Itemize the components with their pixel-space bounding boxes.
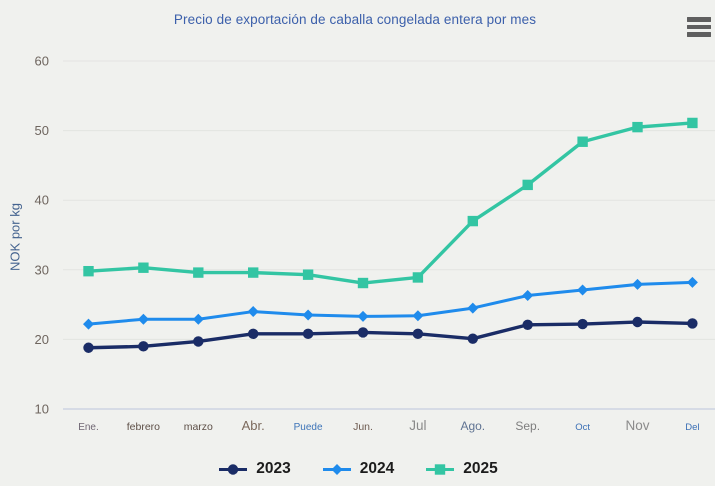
svg-text:Ene.: Ene.	[78, 422, 99, 433]
legend-label-2024: 2024	[359, 460, 395, 477]
legend-label-2023: 2023	[256, 460, 291, 477]
svg-text:Del: Del	[685, 422, 699, 433]
svg-text:marzo: marzo	[184, 421, 213, 433]
legend-label-2025: 2025	[463, 460, 498, 477]
svg-text:febrero: febrero	[127, 421, 160, 433]
svg-text:10: 10	[35, 402, 49, 417]
legend-item-2023[interactable]: 2023	[217, 460, 291, 478]
chart-title: Precio de exportación de caballa congela…	[173, 12, 537, 27]
svg-text:60: 60	[35, 54, 49, 69]
svg-text:Jul: Jul	[409, 418, 426, 433]
hamburger-menu-button[interactable]	[686, 15, 712, 39]
svg-text:Nov: Nov	[625, 418, 649, 433]
svg-text:30: 30	[35, 262, 49, 277]
svg-text:Abr.: Abr.	[242, 418, 265, 433]
legend-marker-square-icon	[426, 463, 455, 475]
svg-text:40: 40	[35, 193, 49, 208]
legend-item-2024[interactable]: 2024	[321, 460, 394, 478]
plot-area[interactable]: 10 20 30 40 50 60 Ene. febrero marzo Abr. Puede Jun…	[0, 0, 715, 448]
svg-text:20: 20	[35, 332, 49, 347]
svg-text:Puede: Puede	[294, 422, 323, 433]
legend-marker-circle-icon	[219, 463, 248, 475]
svg-text:Jun.: Jun.	[353, 421, 373, 433]
svg-text:Oct: Oct	[575, 422, 590, 433]
svg-text:50: 50	[35, 123, 49, 138]
legend-marker-diamond-icon	[322, 463, 351, 475]
legend: 2023 2024 2025	[0, 457, 715, 481]
hamburger-menu-icon	[687, 17, 711, 22]
svg-text:Sep.: Sep.	[515, 419, 540, 433]
legend-item-2025[interactable]: 2025	[424, 460, 498, 478]
svg-text:Ago.: Ago.	[460, 419, 485, 433]
